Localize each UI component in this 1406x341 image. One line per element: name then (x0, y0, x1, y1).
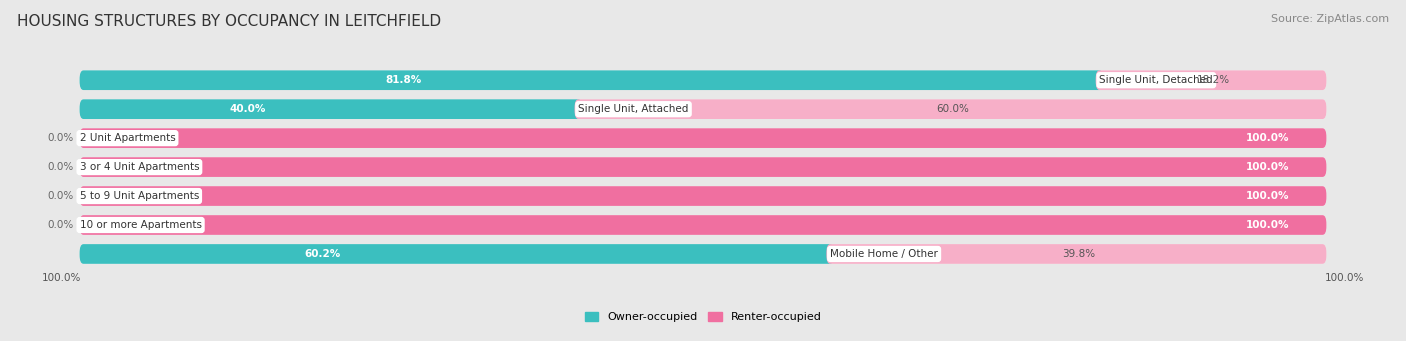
FancyBboxPatch shape (80, 215, 1326, 235)
Text: 100.0%: 100.0% (1246, 191, 1289, 201)
Text: 100.0%: 100.0% (1324, 273, 1364, 283)
FancyBboxPatch shape (80, 186, 1326, 206)
Text: 39.8%: 39.8% (1062, 249, 1095, 259)
Text: 40.0%: 40.0% (229, 104, 266, 114)
FancyBboxPatch shape (80, 70, 1104, 90)
FancyBboxPatch shape (80, 157, 1326, 177)
Text: 100.0%: 100.0% (1246, 162, 1289, 172)
Text: 2 Unit Apartments: 2 Unit Apartments (80, 133, 176, 143)
FancyBboxPatch shape (80, 70, 1326, 90)
FancyBboxPatch shape (1095, 70, 1326, 90)
Text: Single Unit, Detached: Single Unit, Detached (1099, 75, 1213, 85)
FancyBboxPatch shape (80, 128, 1326, 148)
FancyBboxPatch shape (80, 157, 1326, 177)
FancyBboxPatch shape (80, 244, 834, 264)
Text: 0.0%: 0.0% (46, 133, 73, 143)
Text: Single Unit, Attached: Single Unit, Attached (578, 104, 689, 114)
FancyBboxPatch shape (827, 244, 1326, 264)
Text: 0.0%: 0.0% (46, 220, 73, 230)
FancyBboxPatch shape (80, 244, 1326, 264)
FancyBboxPatch shape (80, 99, 582, 119)
Legend: Owner-occupied, Renter-occupied: Owner-occupied, Renter-occupied (581, 307, 825, 326)
Text: 0.0%: 0.0% (46, 162, 73, 172)
Text: 60.2%: 60.2% (305, 249, 342, 259)
FancyBboxPatch shape (80, 128, 1326, 148)
Text: 0.0%: 0.0% (46, 191, 73, 201)
Text: Mobile Home / Other: Mobile Home / Other (830, 249, 938, 259)
Text: HOUSING STRUCTURES BY OCCUPANCY IN LEITCHFIELD: HOUSING STRUCTURES BY OCCUPANCY IN LEITC… (17, 14, 441, 29)
FancyBboxPatch shape (80, 99, 1326, 119)
FancyBboxPatch shape (575, 99, 1326, 119)
Text: 18.2%: 18.2% (1197, 75, 1229, 85)
Text: 81.8%: 81.8% (385, 75, 422, 85)
Text: 5 to 9 Unit Apartments: 5 to 9 Unit Apartments (80, 191, 200, 201)
Text: 3 or 4 Unit Apartments: 3 or 4 Unit Apartments (80, 162, 200, 172)
Text: 10 or more Apartments: 10 or more Apartments (80, 220, 201, 230)
Text: Source: ZipAtlas.com: Source: ZipAtlas.com (1271, 14, 1389, 24)
FancyBboxPatch shape (80, 186, 1326, 206)
Text: 100.0%: 100.0% (42, 273, 82, 283)
Text: 100.0%: 100.0% (1246, 133, 1289, 143)
FancyBboxPatch shape (80, 215, 1326, 235)
Text: 100.0%: 100.0% (1246, 220, 1289, 230)
Text: 60.0%: 60.0% (936, 104, 969, 114)
